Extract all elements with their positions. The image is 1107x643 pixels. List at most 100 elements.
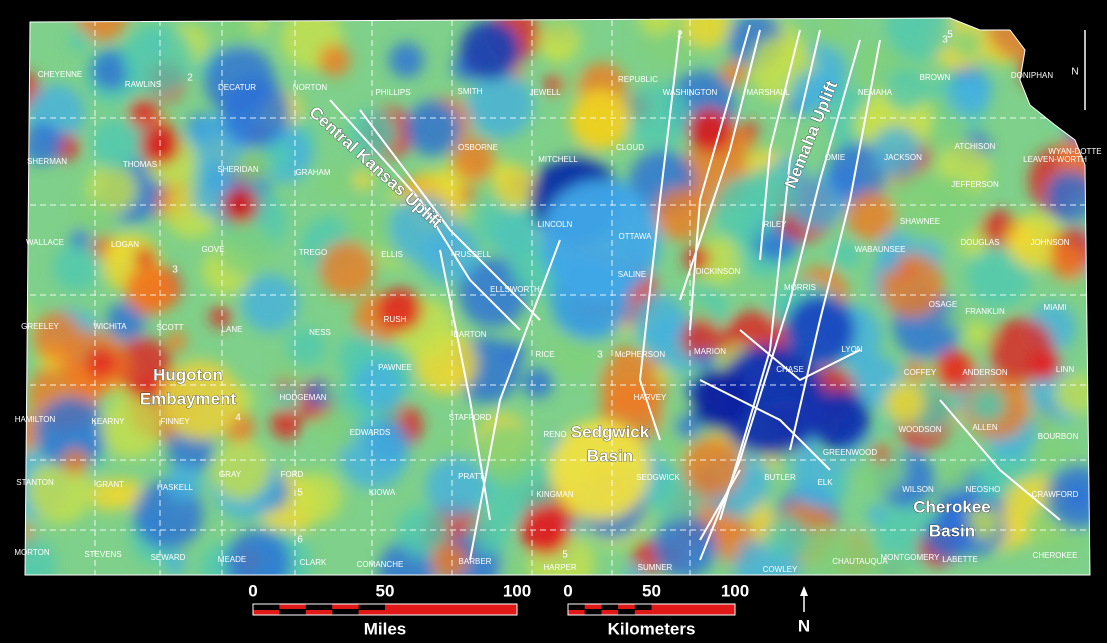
feature-label: Basin: [929, 521, 975, 540]
fault: [359, 109, 541, 321]
county-label: HASKELL: [157, 483, 194, 492]
anomaly-field: [25, 18, 1090, 575]
anomaly: [292, 472, 343, 523]
anomaly: [156, 191, 174, 209]
county-label: RUSSELL: [455, 250, 492, 259]
county-label: BROWN: [920, 73, 951, 82]
county-label: MONTGOMERY: [881, 553, 941, 562]
anomaly: [85, 347, 118, 379]
county-label: GREENWOOD: [823, 448, 877, 457]
county-label: CHEYENNE: [38, 70, 82, 79]
county-label: MORTON: [14, 548, 49, 557]
fault: [638, 29, 681, 441]
county-lines: [25, 20, 1090, 575]
county-label: ELLSWORTH: [490, 285, 540, 294]
scale-segment: [634, 610, 652, 615]
county-label: COFFEY: [904, 368, 937, 377]
scale-segment: [584, 604, 602, 609]
feature-label: Cherokee: [913, 497, 990, 516]
county-label: LOGAN: [111, 240, 139, 249]
anomaly: [160, 360, 240, 440]
county-label: FORD: [281, 470, 304, 479]
anomaly: [925, 511, 975, 561]
county-label: PRATT: [458, 472, 484, 481]
county-label: ANDERSON: [962, 368, 1008, 377]
fault: [759, 29, 801, 261]
anomaly: [1063, 483, 1090, 510]
anomaly: [320, 166, 357, 202]
anomaly: [624, 83, 690, 149]
anomaly: [1030, 350, 1060, 380]
fault: [719, 29, 821, 521]
anomaly: [164, 553, 187, 575]
county-label: OSAGE: [929, 300, 957, 309]
county-label: DOUGLAS: [960, 238, 999, 247]
fault: [789, 39, 881, 451]
anomaly: [314, 407, 359, 452]
anomaly: [675, 413, 701, 439]
county-label: FRANKLIN: [965, 307, 1005, 316]
anomaly: [458, 257, 528, 328]
feature-label: Embayment: [140, 389, 237, 408]
scale-segment: [253, 610, 280, 615]
anomaly: [76, 18, 128, 42]
county-label: GREELEY: [21, 322, 59, 331]
anomaly: [682, 18, 730, 49]
county-label: GOVE: [201, 245, 224, 254]
anomaly: [655, 187, 708, 241]
county-label: MORRIS: [784, 283, 816, 292]
fault: [689, 24, 751, 331]
anomaly: [125, 265, 175, 315]
county-label: DONIPHAN: [1011, 71, 1053, 80]
anomaly: [100, 396, 163, 459]
anomaly: [114, 337, 173, 396]
fault: [739, 329, 861, 382]
feature-label: Sedgwick: [571, 422, 650, 441]
anomaly: [694, 350, 715, 371]
county-label: NORTON: [293, 83, 328, 92]
anomaly: [1026, 18, 1085, 59]
anomaly: [225, 21, 251, 46]
scale-tick: 100: [503, 581, 531, 600]
county-label: JEFFERSON: [951, 180, 999, 189]
anomaly: [344, 200, 393, 249]
scale-tick: 50: [642, 581, 661, 600]
county-label: HAMILTON: [15, 415, 56, 424]
anomaly: [318, 44, 351, 77]
anomaly: [425, 456, 487, 518]
anomaly: [904, 360, 926, 383]
county-label: MARION: [694, 347, 726, 356]
anomaly: [871, 444, 890, 463]
contour-label: 3: [597, 350, 603, 361]
county-label: NEOSHO: [966, 485, 1001, 494]
county-label: SHERIDAN: [217, 165, 259, 174]
anomaly: [799, 525, 848, 574]
anomaly: [431, 543, 468, 575]
anomaly: [106, 301, 146, 341]
anomaly: [378, 288, 422, 332]
county-label: STANTON: [16, 478, 54, 487]
county-label: WICHITA: [93, 322, 127, 331]
anomaly: [225, 529, 291, 575]
anomaly: [389, 195, 457, 264]
map-area: [25, 18, 1090, 575]
county-label: KIOWA: [369, 488, 396, 497]
anomaly: [25, 303, 30, 322]
anomaly: [951, 28, 983, 60]
county-label: OTTAWA: [618, 232, 652, 241]
county-label: WABAUNSEE: [855, 245, 906, 254]
county-label: EDWARDS: [350, 428, 391, 437]
scale-tick: 100: [721, 581, 749, 600]
anomaly: [388, 42, 424, 78]
fault: [329, 99, 521, 331]
anomaly: [467, 71, 534, 139]
county-label: WILSON: [902, 485, 934, 494]
anomaly: [1030, 214, 1047, 231]
scale-tick: 0: [248, 581, 257, 600]
county-label: SMITH: [458, 87, 483, 96]
county-label: MEADE: [218, 555, 246, 564]
county-label: ELK: [817, 478, 833, 487]
anomaly: [396, 506, 448, 558]
anomaly: [235, 147, 272, 184]
scale-segment: [651, 604, 735, 615]
